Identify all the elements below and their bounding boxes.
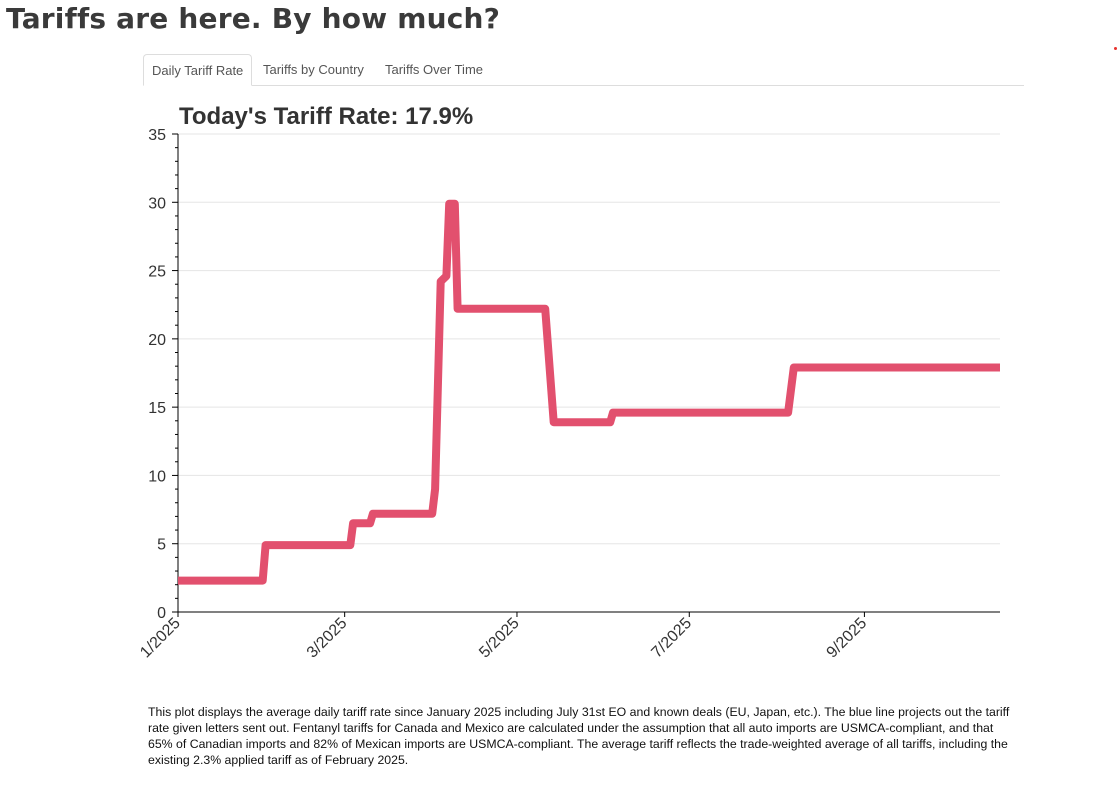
series-layer — [178, 199, 1000, 585]
y-tick-label: 15 — [148, 400, 166, 417]
y-tick-label: 20 — [148, 332, 166, 349]
status-dot — [1114, 47, 1117, 50]
y-tick-label: 35 — [148, 127, 166, 144]
y-tick-label: 10 — [148, 468, 166, 485]
y-tick-label: 0 — [157, 605, 166, 622]
y-tick-label: 30 — [148, 195, 166, 212]
tab-tariffs-by-country[interactable]: Tariffs by Country — [263, 62, 364, 77]
tab-daily-tariff-rate[interactable]: Daily Tariff Rate — [143, 54, 253, 86]
tab-bar: Daily Tariff Rate Tariffs by Country Tar… — [143, 54, 1024, 86]
tab-tariffs-over-time[interactable]: Tariffs Over Time — [385, 62, 484, 77]
x-tick-label: 7/2025 — [648, 615, 695, 662]
x-tick-label: 3/2025 — [304, 615, 351, 662]
grid-lines — [178, 133, 1000, 545]
x-tick-label: 5/2025 — [476, 615, 523, 662]
tariff-rate-line — [178, 199, 1000, 585]
chart-title: Today's Tariff Rate: 17.9% — [179, 103, 473, 130]
y-tick-label: 5 — [157, 537, 166, 554]
page-title: Tariffs are here. By how much? — [6, 2, 501, 35]
chart-caption: This plot displays the average daily tar… — [148, 705, 1010, 767]
y-tick-label: 25 — [148, 264, 166, 281]
x-tick-label: 9/2025 — [824, 615, 871, 662]
